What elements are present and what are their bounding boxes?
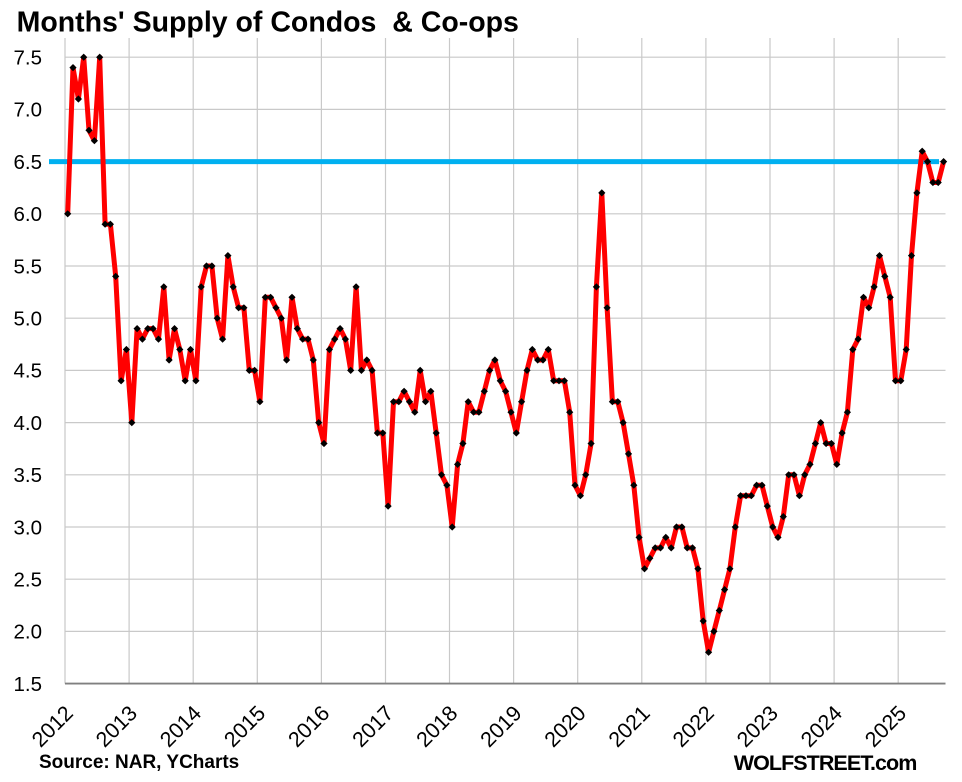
svg-text:Months' Supply of Condos & Co: Months' Supply of Condos & Co-ops	[17, 6, 519, 38]
svg-text:6.0: 6.0	[14, 203, 43, 226]
svg-text:4.0: 4.0	[14, 412, 43, 435]
svg-text:2.5: 2.5	[14, 569, 43, 592]
svg-text:7.0: 7.0	[14, 99, 43, 122]
svg-text:Source: NAR, YCharts: Source: NAR, YCharts	[39, 752, 239, 773]
svg-text:2.0: 2.0	[14, 621, 43, 644]
svg-text:1.5: 1.5	[14, 673, 43, 696]
svg-text:WOLFSTREET.com: WOLFSTREET.com	[734, 751, 917, 775]
svg-text:6.5: 6.5	[14, 151, 43, 174]
svg-text:5.5: 5.5	[14, 255, 43, 278]
svg-text:3.0: 3.0	[14, 516, 43, 539]
svg-text:7.5: 7.5	[14, 47, 43, 70]
svg-text:3.5: 3.5	[14, 464, 43, 487]
svg-text:4.5: 4.5	[14, 360, 43, 383]
svg-text:5.0: 5.0	[14, 308, 43, 331]
